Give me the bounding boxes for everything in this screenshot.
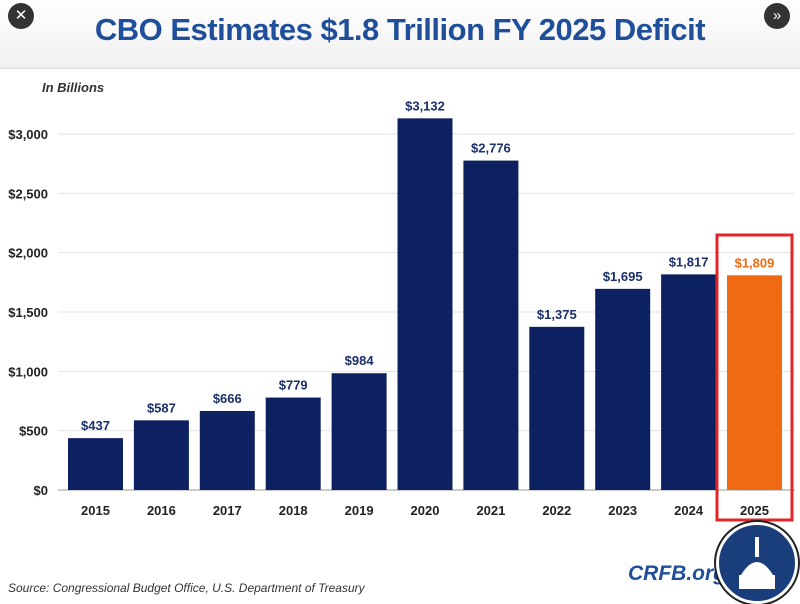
brand-text: CRFB.org [628,562,726,585]
x-tick-label: 2019 [345,503,374,518]
x-tick-label: 2024 [674,503,704,518]
bar-2015 [68,438,123,490]
chart-header: CBO Estimates $1.8 Trillion FY 2025 Defi… [0,0,800,69]
unit-label: In Billions [42,80,104,95]
y-tick-label: $3,000 [8,127,48,142]
y-tick-label: $0 [34,483,48,498]
x-tick-label: 2017 [213,503,242,518]
data-label-2018: $779 [279,378,308,393]
x-tick-label: 2020 [411,503,440,518]
bar-2023 [595,288,651,490]
double-chevron-right-icon[interactable]: » [764,3,790,29]
data-label-2021: $2,776 [471,141,511,156]
data-label-2020: $3,132 [405,98,445,113]
x-tick-label: 2016 [147,503,176,518]
crfb-logo [716,522,798,604]
bar-2021 [463,160,519,490]
bar-2020 [397,118,453,490]
data-label-2016: $587 [147,400,176,415]
data-label-2023: $1,695 [603,269,643,284]
data-label-2025: $1,809 [735,255,775,270]
chart-title: CBO Estimates $1.8 Trillion FY 2025 Defi… [94,12,706,47]
data-label-2015: $437 [81,418,110,433]
data-label-2022: $1,375 [537,307,577,322]
bar-2024 [661,274,717,490]
x-tick-label: 2025 [740,503,769,518]
data-label-2024: $1,817 [669,254,709,269]
x-tick-label: 2023 [608,503,637,518]
y-tick-label: $2,500 [8,186,48,201]
source-note: Source: Congressional Budget Office, U.S… [8,581,365,595]
bar-2018 [265,397,321,490]
x-tick-label: 2021 [476,503,505,518]
y-tick-label: $1,500 [8,305,48,320]
x-tick-label: 2018 [279,503,308,518]
bar-2019 [331,373,387,490]
data-label-2019: $984 [345,353,375,368]
y-tick-label: $1,000 [8,364,48,379]
bar-2025 [727,275,782,490]
highlight-box [715,233,794,522]
bar-2022 [529,326,585,490]
x-tick-label: 2015 [81,503,110,518]
y-tick-label: $2,000 [8,246,48,261]
close-icon[interactable]: ✕ [8,3,34,29]
bar-2017 [199,410,255,490]
bar-2016 [133,420,189,490]
y-tick-label: $500 [19,424,48,439]
data-label-2017: $666 [213,391,242,406]
x-tick-label: 2022 [542,503,571,518]
